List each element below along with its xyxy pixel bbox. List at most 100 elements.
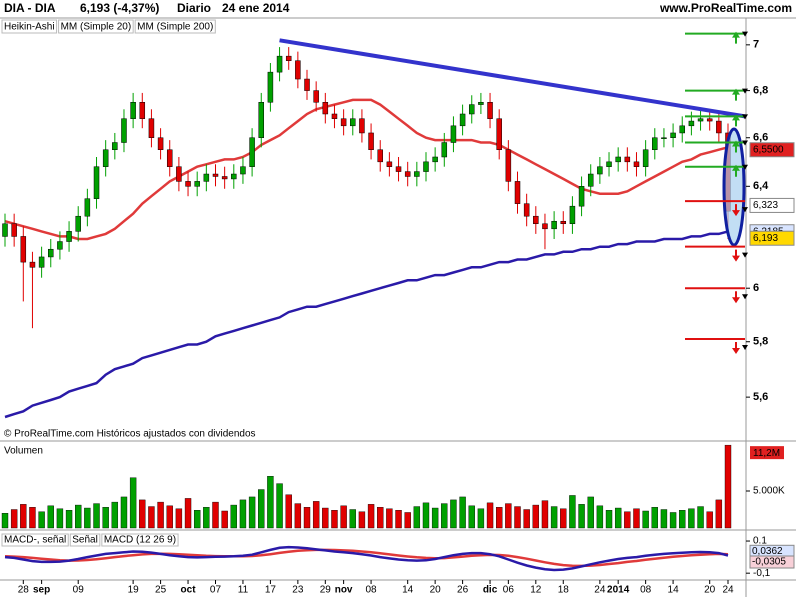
candle-body <box>221 176 228 180</box>
volume-bar <box>184 498 192 529</box>
volume-bar <box>468 505 475 529</box>
candle-body <box>148 118 155 138</box>
volume-bar <box>532 504 540 529</box>
candle-body <box>93 166 100 199</box>
volume-bar <box>697 506 704 529</box>
volume-bar <box>193 510 201 529</box>
date: 24 ene 2014 <box>222 1 290 15</box>
price-label: 6,323 <box>753 200 778 211</box>
candle-body <box>295 60 301 80</box>
volume-bar <box>29 507 36 529</box>
moving-average <box>4 98 729 241</box>
candle-body <box>377 149 383 163</box>
volume-bar <box>450 499 457 529</box>
arrow <box>732 31 740 44</box>
volume-bar <box>560 508 567 529</box>
macd-label: -0,0305 <box>752 557 786 568</box>
volume-bar <box>157 501 164 529</box>
price-label-box <box>749 142 795 158</box>
candle-body <box>652 137 658 150</box>
arrow-marker <box>742 164 748 170</box>
volume-bar <box>139 499 146 529</box>
candle-body <box>642 149 649 167</box>
volume-bar <box>578 504 585 529</box>
x-tick-label: 25 <box>155 585 167 596</box>
candle-body <box>130 102 136 119</box>
legend-entry: Señal <box>72 535 98 546</box>
x-tick-label: 07 <box>210 585 222 596</box>
candle-body <box>514 181 521 204</box>
y-tick-label: -0,1 <box>753 568 771 579</box>
x-tick-label: 06 <box>503 585 515 596</box>
volume-bar <box>349 509 356 529</box>
candle-body <box>20 236 27 263</box>
candle-body <box>240 166 246 175</box>
candle-body <box>423 161 429 172</box>
legend-entry: MACD (12 26 9) <box>104 535 176 546</box>
volume-bar <box>569 495 576 529</box>
candle-body <box>276 55 283 73</box>
candle-body <box>670 132 676 138</box>
y-tick-label: 6,4 <box>753 180 769 192</box>
y-tick-label: 6,8 <box>753 85 768 97</box>
x-tick-label: 14 <box>402 585 414 596</box>
candle-body <box>697 118 704 122</box>
price-label: 6,193 <box>753 233 778 244</box>
period: Diario <box>177 1 211 15</box>
volume-bar <box>38 511 45 529</box>
candle-body <box>350 118 356 127</box>
arrow-marker <box>742 294 748 300</box>
volume-bar <box>651 507 658 529</box>
volume-bar <box>84 507 91 529</box>
arrow <box>732 291 740 304</box>
candle-body <box>606 161 612 167</box>
candle-body <box>523 203 530 217</box>
candle-body <box>551 220 557 230</box>
candle-body <box>359 118 365 134</box>
price-label: 6,5500 <box>753 144 784 155</box>
volume-bar <box>486 502 494 529</box>
volume-bar <box>688 508 695 529</box>
arrow <box>732 249 740 262</box>
candle-body <box>624 156 631 163</box>
macd-label-box <box>749 555 795 569</box>
candle-body <box>11 223 17 237</box>
x-tick-label: 28 <box>18 585 30 596</box>
volume-bar <box>514 506 521 529</box>
candle-body <box>212 173 219 177</box>
volume-bar <box>276 483 283 529</box>
volume-bar <box>614 507 622 529</box>
candle-body <box>331 113 338 119</box>
x-tick-label: 20 <box>704 585 716 596</box>
volume-bar <box>312 501 320 529</box>
volume-bar <box>413 506 421 529</box>
volume-bar <box>322 507 329 529</box>
arrow-marker <box>742 114 748 120</box>
x-tick-label: 11 <box>238 585 249 596</box>
candle-body <box>75 215 81 232</box>
candle-body <box>478 102 484 105</box>
symbol: DIA - DIA <box>4 1 56 15</box>
y-tick-label: 5,8 <box>753 336 768 348</box>
candle-body <box>688 120 695 127</box>
volume-bar <box>340 505 347 529</box>
candle-body <box>441 142 448 158</box>
volume-bar <box>523 509 530 529</box>
candle-body <box>395 166 402 172</box>
candle-body <box>597 166 603 175</box>
x-tick-label: 08 <box>366 585 378 596</box>
price-label-box <box>749 197 795 213</box>
x-tick-label: 20 <box>430 585 442 596</box>
candle-body <box>615 156 621 163</box>
volume-bar <box>93 503 100 529</box>
volume-label-box <box>750 446 784 460</box>
volume-bar <box>441 503 448 529</box>
volume-bar <box>477 508 485 529</box>
candle-body <box>194 181 200 187</box>
x-tick-label: 2014 <box>607 585 630 596</box>
volume-bar <box>111 501 119 529</box>
arrow <box>732 88 740 101</box>
x-tick-label: 29 <box>320 585 332 596</box>
candle-body <box>368 132 374 150</box>
